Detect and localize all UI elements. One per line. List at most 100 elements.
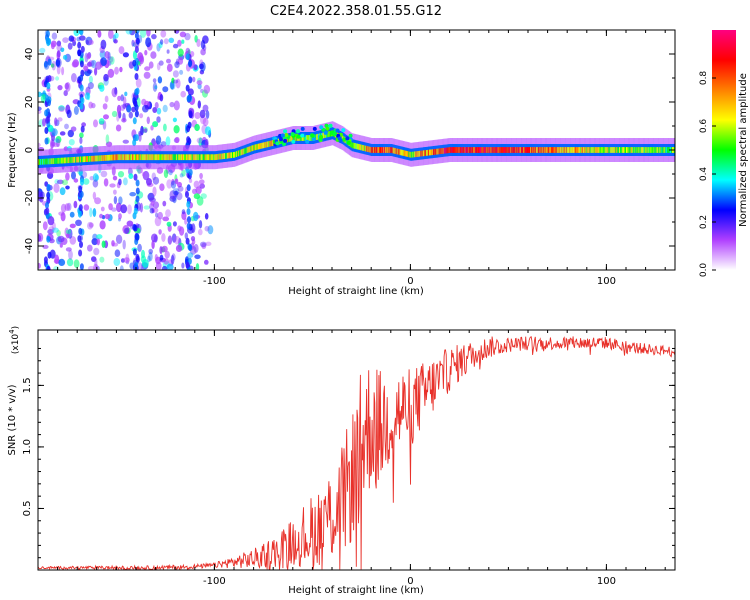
ridge-core <box>579 147 582 153</box>
x-tick-label: -100 <box>203 576 226 587</box>
noise-blob <box>151 233 158 243</box>
ridge-core <box>42 158 45 165</box>
ridge-core <box>90 155 93 162</box>
noise-blob <box>159 94 164 102</box>
noise-blob <box>151 34 157 40</box>
noise-blob <box>198 220 203 229</box>
ridge-core <box>47 158 50 165</box>
noise-blob <box>103 73 109 82</box>
ridge-core <box>599 147 601 153</box>
ridge-core <box>387 147 390 153</box>
ridge-core <box>638 147 641 153</box>
ridge-core <box>527 147 529 153</box>
ridge-core <box>431 149 433 156</box>
ridge-core <box>423 150 425 157</box>
colorbar-tick-label: 0.0 <box>699 263 709 278</box>
ridge-core <box>604 147 606 153</box>
noise-blob <box>123 177 128 186</box>
ridge-blob <box>300 126 305 131</box>
noise-blob <box>192 188 197 195</box>
x-tick-label: 100 <box>597 276 616 287</box>
noise-blob <box>138 55 144 63</box>
ridge-core <box>553 147 555 153</box>
ridge-core <box>139 154 142 161</box>
ridge-core <box>254 144 256 151</box>
ridge-core <box>519 147 521 153</box>
noise-streak <box>132 117 137 125</box>
ridge-core <box>522 147 524 153</box>
ridge-core <box>206 154 208 161</box>
noise-blob <box>150 200 155 206</box>
ridge-core <box>594 147 596 153</box>
ridge-blob <box>275 141 280 146</box>
noise-streak <box>185 237 190 245</box>
ridge-blob <box>346 140 351 145</box>
ridge-core <box>202 154 204 161</box>
ridge-core <box>55 158 57 164</box>
noise-blob <box>92 179 99 188</box>
ridge-core <box>508 147 510 153</box>
ridge-blob <box>319 135 324 139</box>
noise-blob <box>164 250 170 259</box>
ridge-core <box>149 154 152 161</box>
ridge-core <box>292 135 295 141</box>
ridge-core <box>363 145 365 151</box>
ridge-core <box>492 147 495 153</box>
noise-blob <box>86 69 93 74</box>
x-tick-label: 0 <box>407 276 413 287</box>
noise-blob <box>152 107 158 113</box>
noise-blob <box>68 35 75 42</box>
ridge-core <box>243 148 246 155</box>
ridge-core <box>95 155 98 162</box>
ridge-core <box>165 154 167 161</box>
noise-blob <box>154 254 158 262</box>
ridge-core <box>224 153 226 159</box>
ridge-core <box>393 147 396 154</box>
ridge-core <box>377 147 379 153</box>
noise-blob <box>118 46 125 55</box>
ridge-core <box>96 155 99 162</box>
noise-blob <box>116 112 120 122</box>
ridge-core <box>183 154 185 161</box>
ridge-core <box>361 144 363 151</box>
noise-blob <box>65 172 70 181</box>
ridge-core <box>649 147 651 153</box>
ridge-core <box>572 147 574 153</box>
ridge-core <box>305 135 307 141</box>
ridge-core <box>504 147 506 153</box>
ridge-blob <box>296 134 301 139</box>
noise-blob <box>125 30 133 35</box>
snr-line <box>38 336 675 570</box>
y-tick-label: 0 <box>24 147 35 153</box>
noise-blob <box>146 178 152 186</box>
noise-blob <box>199 109 206 119</box>
ridge-core <box>557 147 559 153</box>
ridge-core <box>470 147 472 153</box>
noise-blob <box>200 193 207 199</box>
ridge-core <box>622 147 624 153</box>
colorbar-tick-label: 0.6 <box>699 119 709 134</box>
ridge-core <box>372 147 374 153</box>
ridge-core <box>350 141 352 148</box>
snr-multiplier-label: (x104) <box>8 326 21 354</box>
noise-streak <box>133 262 138 270</box>
ridge-core <box>294 135 297 141</box>
ridge-core <box>82 156 84 163</box>
ridge-core <box>185 154 187 161</box>
ridge-core <box>358 144 360 150</box>
ridge-blob <box>310 133 315 138</box>
noise-blob <box>69 223 76 229</box>
ridge-core <box>493 147 496 153</box>
noise-blob <box>171 178 175 186</box>
ridge-core <box>322 132 324 139</box>
ridge-core <box>406 151 408 157</box>
noise-blob <box>199 183 205 189</box>
ridge-core <box>545 147 547 153</box>
ridge-core <box>44 158 47 165</box>
ridge-core <box>451 147 453 153</box>
ridge-blob <box>337 136 342 141</box>
ridge-core <box>323 132 325 139</box>
ridge-core <box>420 150 422 157</box>
ridge-core <box>128 154 130 161</box>
noise-blob <box>50 40 57 48</box>
